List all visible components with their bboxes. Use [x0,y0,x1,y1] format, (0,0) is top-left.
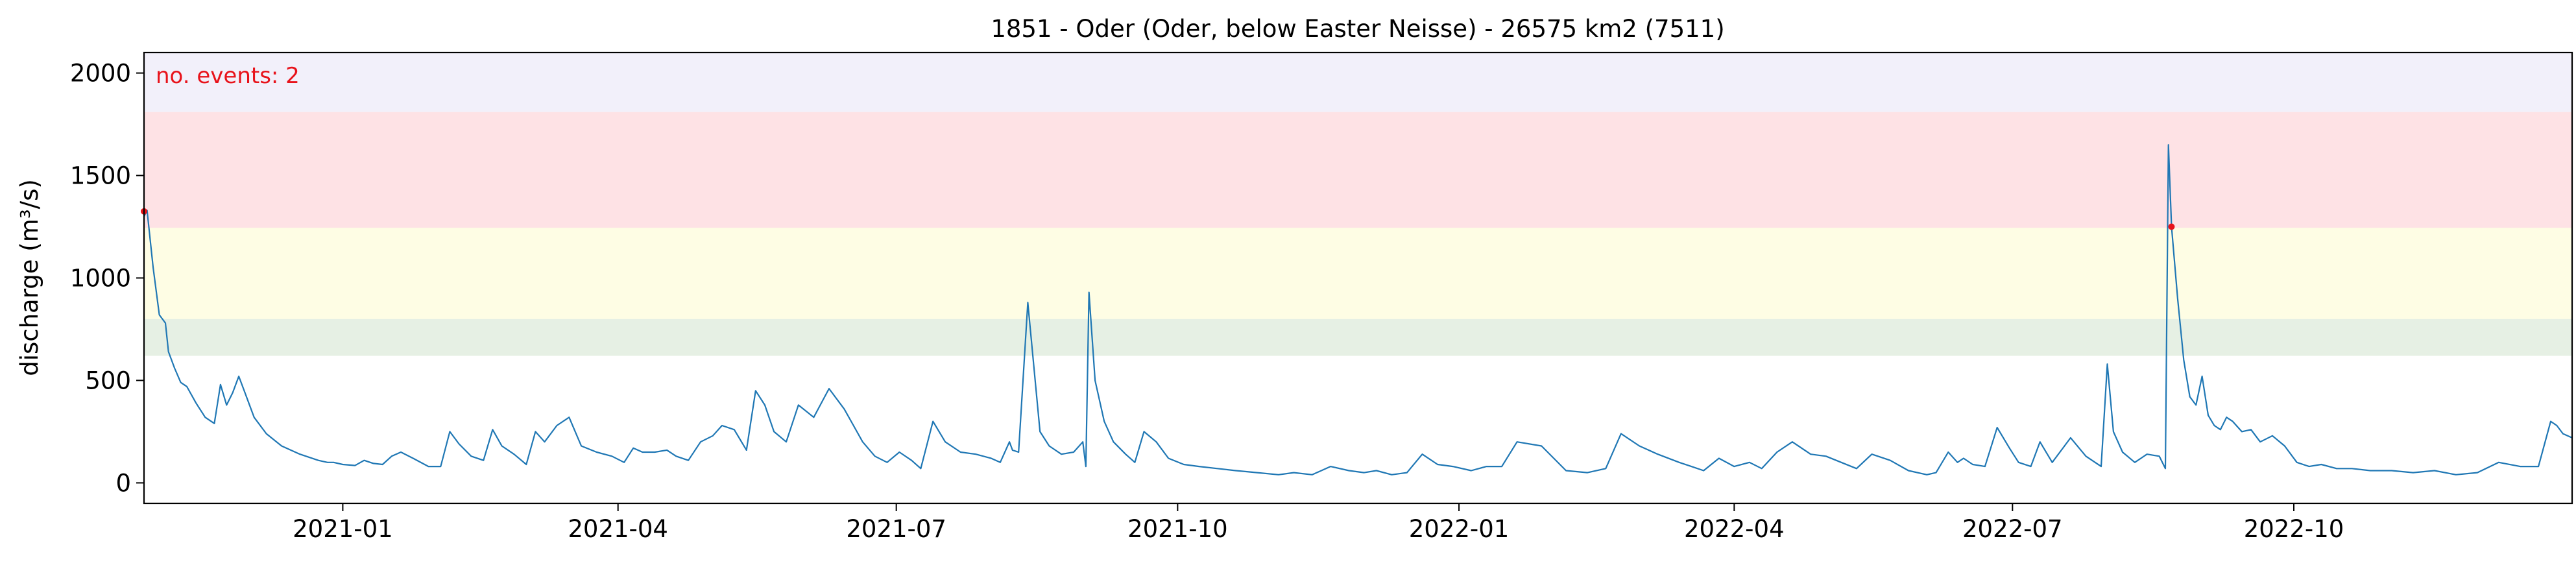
series-line [143,144,2573,475]
x-tick-label: 2021-01 [293,515,393,543]
y-tick-label: 500 [85,367,131,394]
y-axis: 0 500 1000 1500 2000 [70,60,144,497]
x-tick-label: 2021-07 [846,515,946,543]
y-axis-label: discharge (m³/s) [16,179,43,376]
y-tick-label: 1500 [70,162,131,190]
threshold-band-1 [144,319,2572,356]
plot-frame [143,51,2573,505]
events-count-annotation: no. events: 2 [156,63,300,89]
threshold-band-4 [144,53,2572,112]
chart-title: 1851 - Oder (Oder, below Easter Neisse) … [991,15,1724,43]
x-tick-label: 2022-01 [1409,515,1510,543]
x-tick-label: 2021-10 [1127,515,1228,543]
y-tick-label: 1000 [70,265,131,293]
event-marker [2168,223,2175,230]
x-axis: 2021-01 2021-04 2021-07 2021-10 2022-01 2022-… [293,503,2344,543]
threshold-band-3 [144,112,2572,228]
y-tick-label: 0 [115,469,131,497]
x-tick-label: 2022-10 [2244,515,2344,543]
x-tick-label: 2022-04 [1684,515,1785,543]
x-tick-label: 2022-07 [1962,515,2063,543]
threshold-band-2 [144,228,2572,319]
y-tick-label: 2000 [70,60,131,88]
threshold-bands [144,53,2572,356]
x-tick-label: 2021-04 [568,515,668,543]
